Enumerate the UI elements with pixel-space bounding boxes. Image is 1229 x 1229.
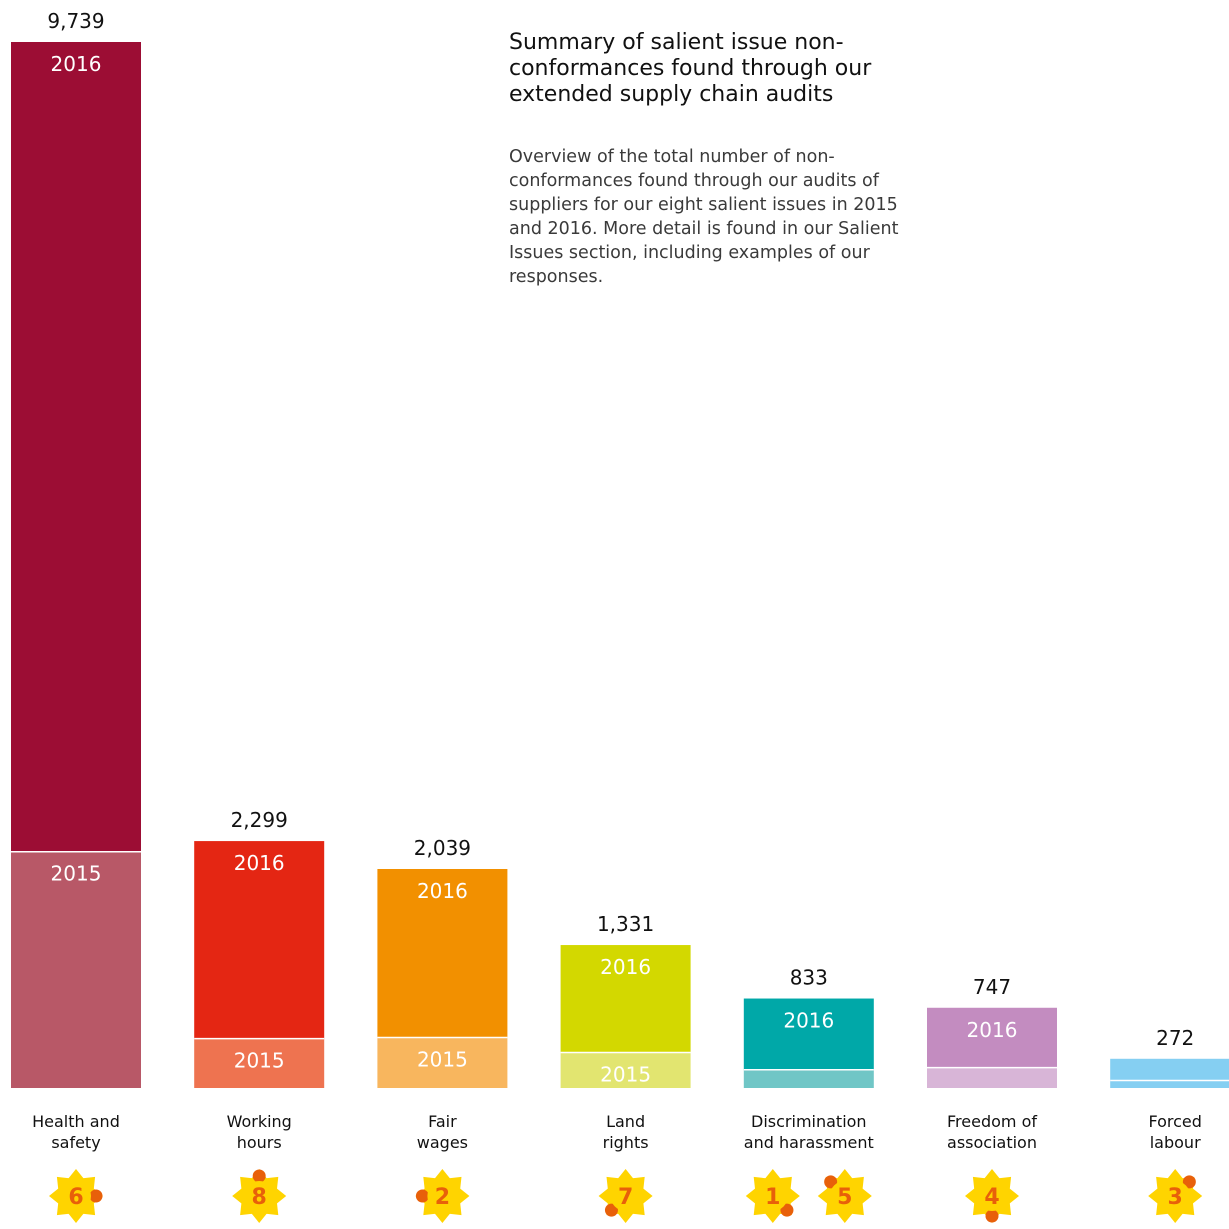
issue-number: 1 <box>765 1185 780 1210</box>
category-label: wages <box>417 1133 468 1152</box>
sunflower-accent <box>1182 1175 1196 1189</box>
category-label: Fair <box>428 1112 457 1131</box>
segment-label-2016: 2016 <box>967 1018 1018 1042</box>
segment-label-2016: 2016 <box>600 955 651 979</box>
sunflower-accent <box>604 1203 618 1217</box>
sunflower-accent <box>415 1189 429 1203</box>
sunflower-issue-icon: 4 <box>965 1169 1019 1223</box>
category-label: labour <box>1150 1133 1201 1152</box>
sunflower-core <box>1160 1181 1191 1211</box>
segment-label-2016: 2016 <box>51 52 102 76</box>
issue-number: 5 <box>837 1185 852 1210</box>
category-label: safety <box>51 1133 100 1152</box>
category-label: Discrimination <box>751 1112 867 1131</box>
segment-label-2016: 2016 <box>234 851 285 875</box>
bar-2016 <box>194 841 325 1039</box>
sunflower-accent <box>89 1189 103 1203</box>
bar-total-label: 9,739 <box>47 9 104 33</box>
sunflower-issue-icon: 1 <box>745 1169 800 1223</box>
sunflower-core <box>977 1181 1007 1211</box>
category-label: and harassment <box>744 1133 874 1152</box>
segment-label-2015: 2015 <box>234 1049 285 1073</box>
segment-label-2016: 2016 <box>783 1009 834 1033</box>
bar-2016 <box>927 1007 1057 1068</box>
bar-2015 <box>560 1052 691 1088</box>
chart-subtitle: Overview of the total number of non-conf… <box>509 147 899 287</box>
category-label: Freedom of <box>947 1112 1037 1131</box>
issue-number: 4 <box>984 1185 999 1210</box>
segment-label-2016: 2016 <box>417 879 468 903</box>
sunflower-issue-icon: 6 <box>49 1169 103 1223</box>
issue-number: 3 <box>1168 1185 1183 1210</box>
category-label: Working <box>227 1112 292 1131</box>
sunflower-accent <box>252 1169 266 1183</box>
sunflower-accent <box>780 1203 794 1217</box>
sunflower-issue-icon: 2 <box>415 1169 470 1223</box>
issue-number: 6 <box>68 1185 83 1210</box>
sunflower-issue-icon: 7 <box>598 1169 653 1223</box>
segment-label-2015: 2015 <box>600 1063 651 1087</box>
category-label: association <box>947 1133 1037 1152</box>
sunflower-accent <box>824 1175 838 1189</box>
sunflower-issue-icon: 5 <box>817 1169 872 1223</box>
bar-2016 <box>11 42 141 852</box>
category-label: Forced <box>1148 1112 1201 1131</box>
sunflower-issue-icon: 3 <box>1148 1169 1203 1223</box>
issue-number: 8 <box>252 1185 267 1210</box>
bar-2016 <box>377 869 508 1038</box>
bar-2015 <box>927 1067 1057 1088</box>
bar-2015 <box>194 1038 325 1088</box>
issue-number: 7 <box>618 1185 633 1210</box>
category-label: rights <box>603 1133 649 1152</box>
chart-title: Summary of salient issue non-conformance… <box>509 30 872 107</box>
bar-total-label: 833 <box>790 966 828 990</box>
segment-label-2015: 2015 <box>51 862 102 886</box>
category-label: Health and <box>32 1112 120 1131</box>
bar-total-label: 2,299 <box>231 808 288 832</box>
sunflower-core <box>757 1181 788 1211</box>
bar-2016 <box>743 998 874 1070</box>
bar-2015 <box>1110 1080 1229 1088</box>
sunflower-core <box>829 1181 860 1211</box>
issue-number: 2 <box>435 1185 450 1210</box>
bar-total-label: 747 <box>973 975 1011 999</box>
bar-2015 <box>377 1037 508 1088</box>
segment-label-2015: 2015 <box>417 1048 468 1072</box>
category-label: Land <box>606 1112 645 1131</box>
bar-2016 <box>1110 1058 1229 1081</box>
bar-total-label: 2,039 <box>414 836 471 860</box>
bar-total-label: 272 <box>1156 1026 1194 1050</box>
sunflower-issue-icon: 8 <box>232 1169 287 1223</box>
bar-2015 <box>11 851 141 1088</box>
sunflower-accent <box>985 1209 999 1223</box>
sunflower-core <box>427 1181 458 1211</box>
sunflower-core <box>610 1181 641 1211</box>
bar-total-label: 1,331 <box>597 912 654 936</box>
bar-2015 <box>743 1069 874 1088</box>
category-label: hours <box>237 1133 282 1152</box>
sunflower-core <box>244 1181 275 1211</box>
bar-2016 <box>560 945 691 1053</box>
sunflower-core <box>61 1181 91 1211</box>
